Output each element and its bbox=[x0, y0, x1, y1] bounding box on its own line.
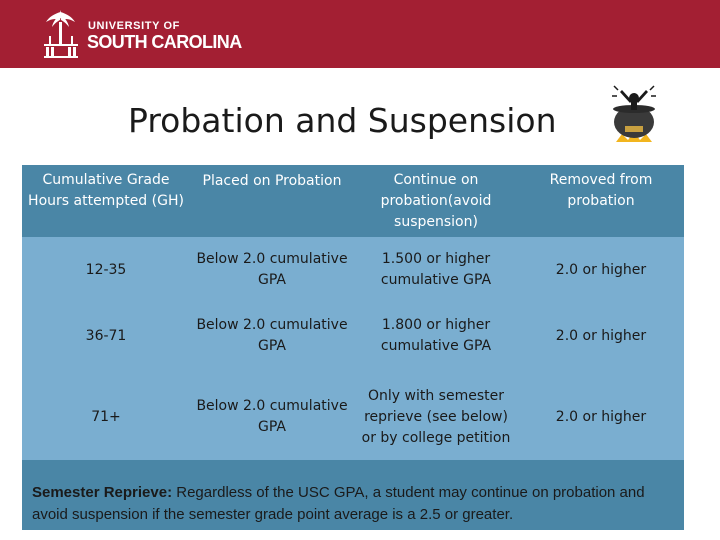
cauldron-mascot-icon bbox=[612, 85, 656, 142]
header-continue-on-probation: Continue on probation(avoid suspension) bbox=[380, 172, 492, 230]
cell-probation: Below 2.0 cumulative GPA bbox=[196, 317, 348, 354]
cell-hours: 71+ bbox=[91, 408, 121, 425]
table-row: 71+ Below 2.0 cumulative GPA Only with s… bbox=[22, 369, 684, 465]
table-row: 12-35 Below 2.0 cumulative GPA 1.500 or … bbox=[22, 237, 684, 303]
logo-university-of: UNIVERSITY OF bbox=[88, 20, 180, 32]
cell-hours: 36-71 bbox=[85, 327, 127, 344]
cell-removed: 2.0 or higher bbox=[555, 327, 647, 344]
cell-continue: Only with semester reprieve (see below) … bbox=[361, 387, 511, 446]
cell-continue: 1.500 or higher cumulative GPA bbox=[380, 251, 492, 288]
cell-removed: 2.0 or higher bbox=[555, 408, 647, 425]
palmetto-seal-icon bbox=[44, 10, 78, 58]
header-placed-on-probation: Placed on Probation bbox=[202, 173, 342, 189]
header-removed-from-probation: Removed from probation bbox=[549, 172, 653, 209]
cell-probation: Below 2.0 cumulative GPA bbox=[196, 251, 348, 288]
header-cumulative-hours: Cumulative Grade Hours attempted (GH) bbox=[28, 172, 184, 209]
page-title: Probation and Suspension bbox=[128, 101, 557, 140]
table-row: 36-71 Below 2.0 cumulative GPA 1.800 or … bbox=[22, 303, 684, 369]
note-text: Regardless of the USC GPA, a student may… bbox=[32, 484, 645, 523]
semester-reprieve-note: Semester Reprieve: Regardless of the USC… bbox=[22, 460, 684, 530]
cell-continue: 1.800 or higher cumulative GPA bbox=[380, 317, 492, 354]
cell-removed: 2.0 or higher bbox=[555, 261, 647, 278]
table-header-row: Cumulative Grade Hours attempted (GH) Pl… bbox=[22, 165, 684, 237]
cell-probation: Below 2.0 cumulative GPA bbox=[196, 398, 348, 435]
logo-south-carolina: SOUTH CAROLINA bbox=[87, 32, 242, 52]
note-label: Semester Reprieve: bbox=[32, 484, 173, 501]
table-body bbox=[22, 237, 684, 465]
header-banner: UNIVERSITY OF SOUTH CAROLINA bbox=[0, 0, 720, 68]
probation-table: Cumulative Grade Hours attempted (GH) Pl… bbox=[22, 165, 684, 465]
university-logo[interactable]: UNIVERSITY OF SOUTH CAROLINA bbox=[40, 8, 242, 60]
cell-hours: 12-35 bbox=[85, 261, 127, 278]
